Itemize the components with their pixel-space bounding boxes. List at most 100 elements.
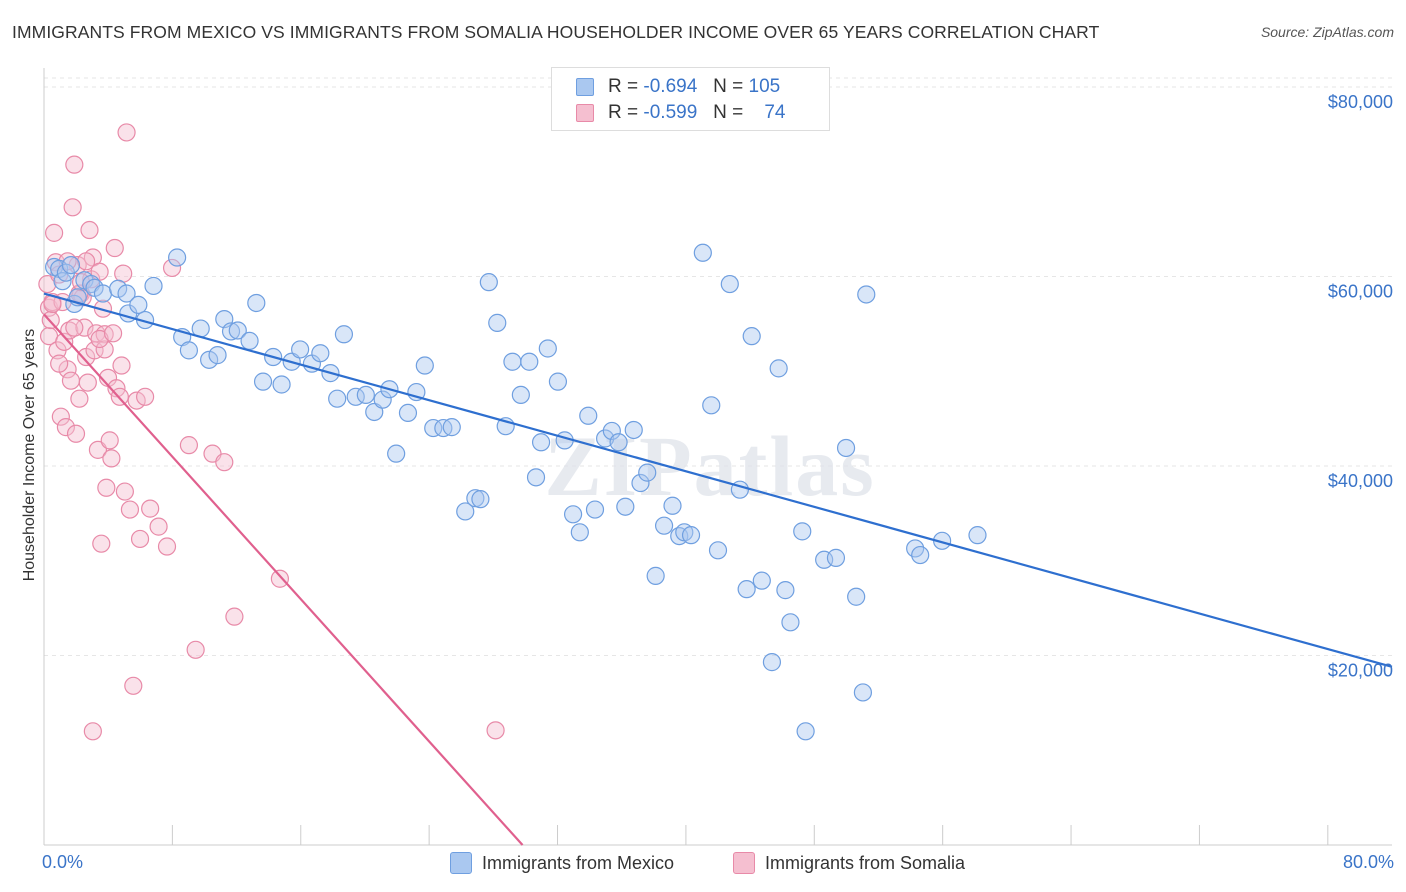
legend-r-label: R =	[608, 76, 639, 97]
series-legend-somalia: Immigrants from Somalia	[733, 852, 965, 874]
point-somalia	[88, 440, 108, 459]
legend-n-value: 74	[764, 102, 786, 123]
point-mexico	[356, 385, 375, 405]
point-mexico	[631, 473, 650, 493]
point-somalia	[102, 449, 121, 468]
point-mexico	[585, 500, 605, 519]
point-mexico	[857, 285, 876, 304]
y-tick-label: $20,000	[1328, 660, 1393, 680]
chart-title: IMMIGRANTS FROM MEXICO VS IMMIGRANTS FRO…	[12, 22, 1100, 42]
point-somalia	[95, 340, 114, 359]
point-mexico	[373, 390, 392, 409]
point-somalia	[93, 299, 113, 318]
point-mexico	[847, 587, 866, 606]
legend-r-value: -0.599	[643, 102, 698, 123]
point-somalia	[141, 499, 160, 518]
point-somalia	[70, 389, 89, 408]
series-legend-swatch-mexico	[450, 852, 472, 874]
point-mexico	[826, 548, 846, 567]
point-somalia	[83, 722, 102, 741]
point-somalia	[136, 387, 155, 406]
x-tick-max: 80.0%	[1342, 852, 1394, 872]
point-mexico	[479, 273, 498, 292]
point-somalia	[130, 529, 150, 549]
y-tick-label: $40,000	[1328, 471, 1393, 491]
point-mexico	[681, 526, 701, 545]
point-somalia	[50, 354, 69, 373]
point-mexico	[762, 653, 782, 672]
point-somalia	[215, 453, 234, 472]
point-mexico	[911, 545, 930, 565]
legend-row-mexico: R = -0.694 N = 105	[576, 74, 780, 100]
point-mexico	[853, 683, 873, 702]
point-mexico	[200, 350, 219, 369]
point-mexico	[398, 403, 418, 423]
legend-n-value: 105	[748, 76, 781, 97]
point-somalia	[100, 431, 119, 450]
point-somalia	[75, 318, 94, 337]
series-mexico-points	[45, 243, 987, 741]
trend-lines	[43, 292, 1393, 846]
series-legend-label-mexico: Immigrants from Mexico	[482, 852, 675, 873]
y-tick-label: $60,000	[1328, 281, 1393, 301]
point-mexico	[117, 284, 136, 303]
point-mexico	[836, 438, 856, 458]
point-somalia	[38, 274, 57, 294]
point-mexico	[609, 433, 628, 452]
point-mexico	[471, 490, 490, 509]
point-somalia	[162, 258, 182, 278]
point-somalia	[56, 418, 76, 437]
point-mexico	[737, 580, 756, 599]
point-somalia	[115, 482, 134, 501]
point-somalia	[114, 264, 133, 283]
point-mexico	[702, 396, 721, 415]
point-somalia	[65, 318, 84, 337]
series-legend-swatch-somalia	[733, 852, 755, 874]
watermark: ZIPatlas	[544, 418, 875, 514]
legend-n-label: N =	[713, 76, 744, 97]
series-somalia-points	[38, 123, 505, 741]
point-mexico	[596, 429, 615, 448]
point-mexico	[328, 389, 347, 408]
y-tick-labels: $20,000 $40,000 $60,000 $80,000	[1328, 92, 1393, 681]
point-mexico	[179, 341, 199, 360]
point-mexico	[208, 346, 227, 365]
point-somalia	[80, 220, 99, 240]
point-mexico	[968, 526, 987, 545]
point-somalia	[117, 123, 136, 142]
point-mexico	[93, 284, 113, 303]
point-somalia	[486, 721, 505, 740]
point-mexico	[752, 571, 771, 590]
point-mexico	[708, 541, 728, 560]
point-somalia	[66, 424, 86, 443]
legend-row-somalia: R = -0.599 N = 74	[576, 100, 785, 126]
point-mexico	[253, 372, 273, 391]
legend-r-label: R =	[608, 102, 639, 123]
point-mexico	[531, 433, 551, 452]
point-mexico	[616, 497, 635, 516]
point-mexico	[247, 293, 266, 313]
point-mexico	[272, 375, 291, 394]
point-mexico	[228, 321, 247, 340]
point-mexico	[334, 325, 354, 344]
point-mexico	[442, 418, 461, 437]
point-mexico	[129, 295, 148, 314]
point-mexico	[693, 243, 712, 262]
point-mexico	[624, 420, 643, 440]
point-mexico	[526, 468, 546, 487]
point-mexico	[168, 248, 187, 267]
point-mexico	[520, 352, 539, 371]
series-legend: Immigrants from Mexico Immigrants from S…	[0, 852, 1406, 876]
x-tick-min: 0.0%	[42, 852, 84, 872]
point-somalia	[61, 371, 81, 390]
point-mexico	[579, 406, 598, 425]
legend-swatch-somalia	[576, 104, 594, 122]
point-mexico	[511, 385, 530, 405]
point-somalia	[157, 537, 177, 556]
point-somalia	[225, 607, 244, 626]
legend-r-value: -0.694	[643, 76, 698, 97]
point-mexico	[221, 322, 241, 341]
point-mexico	[144, 276, 163, 296]
point-somalia	[65, 155, 84, 174]
